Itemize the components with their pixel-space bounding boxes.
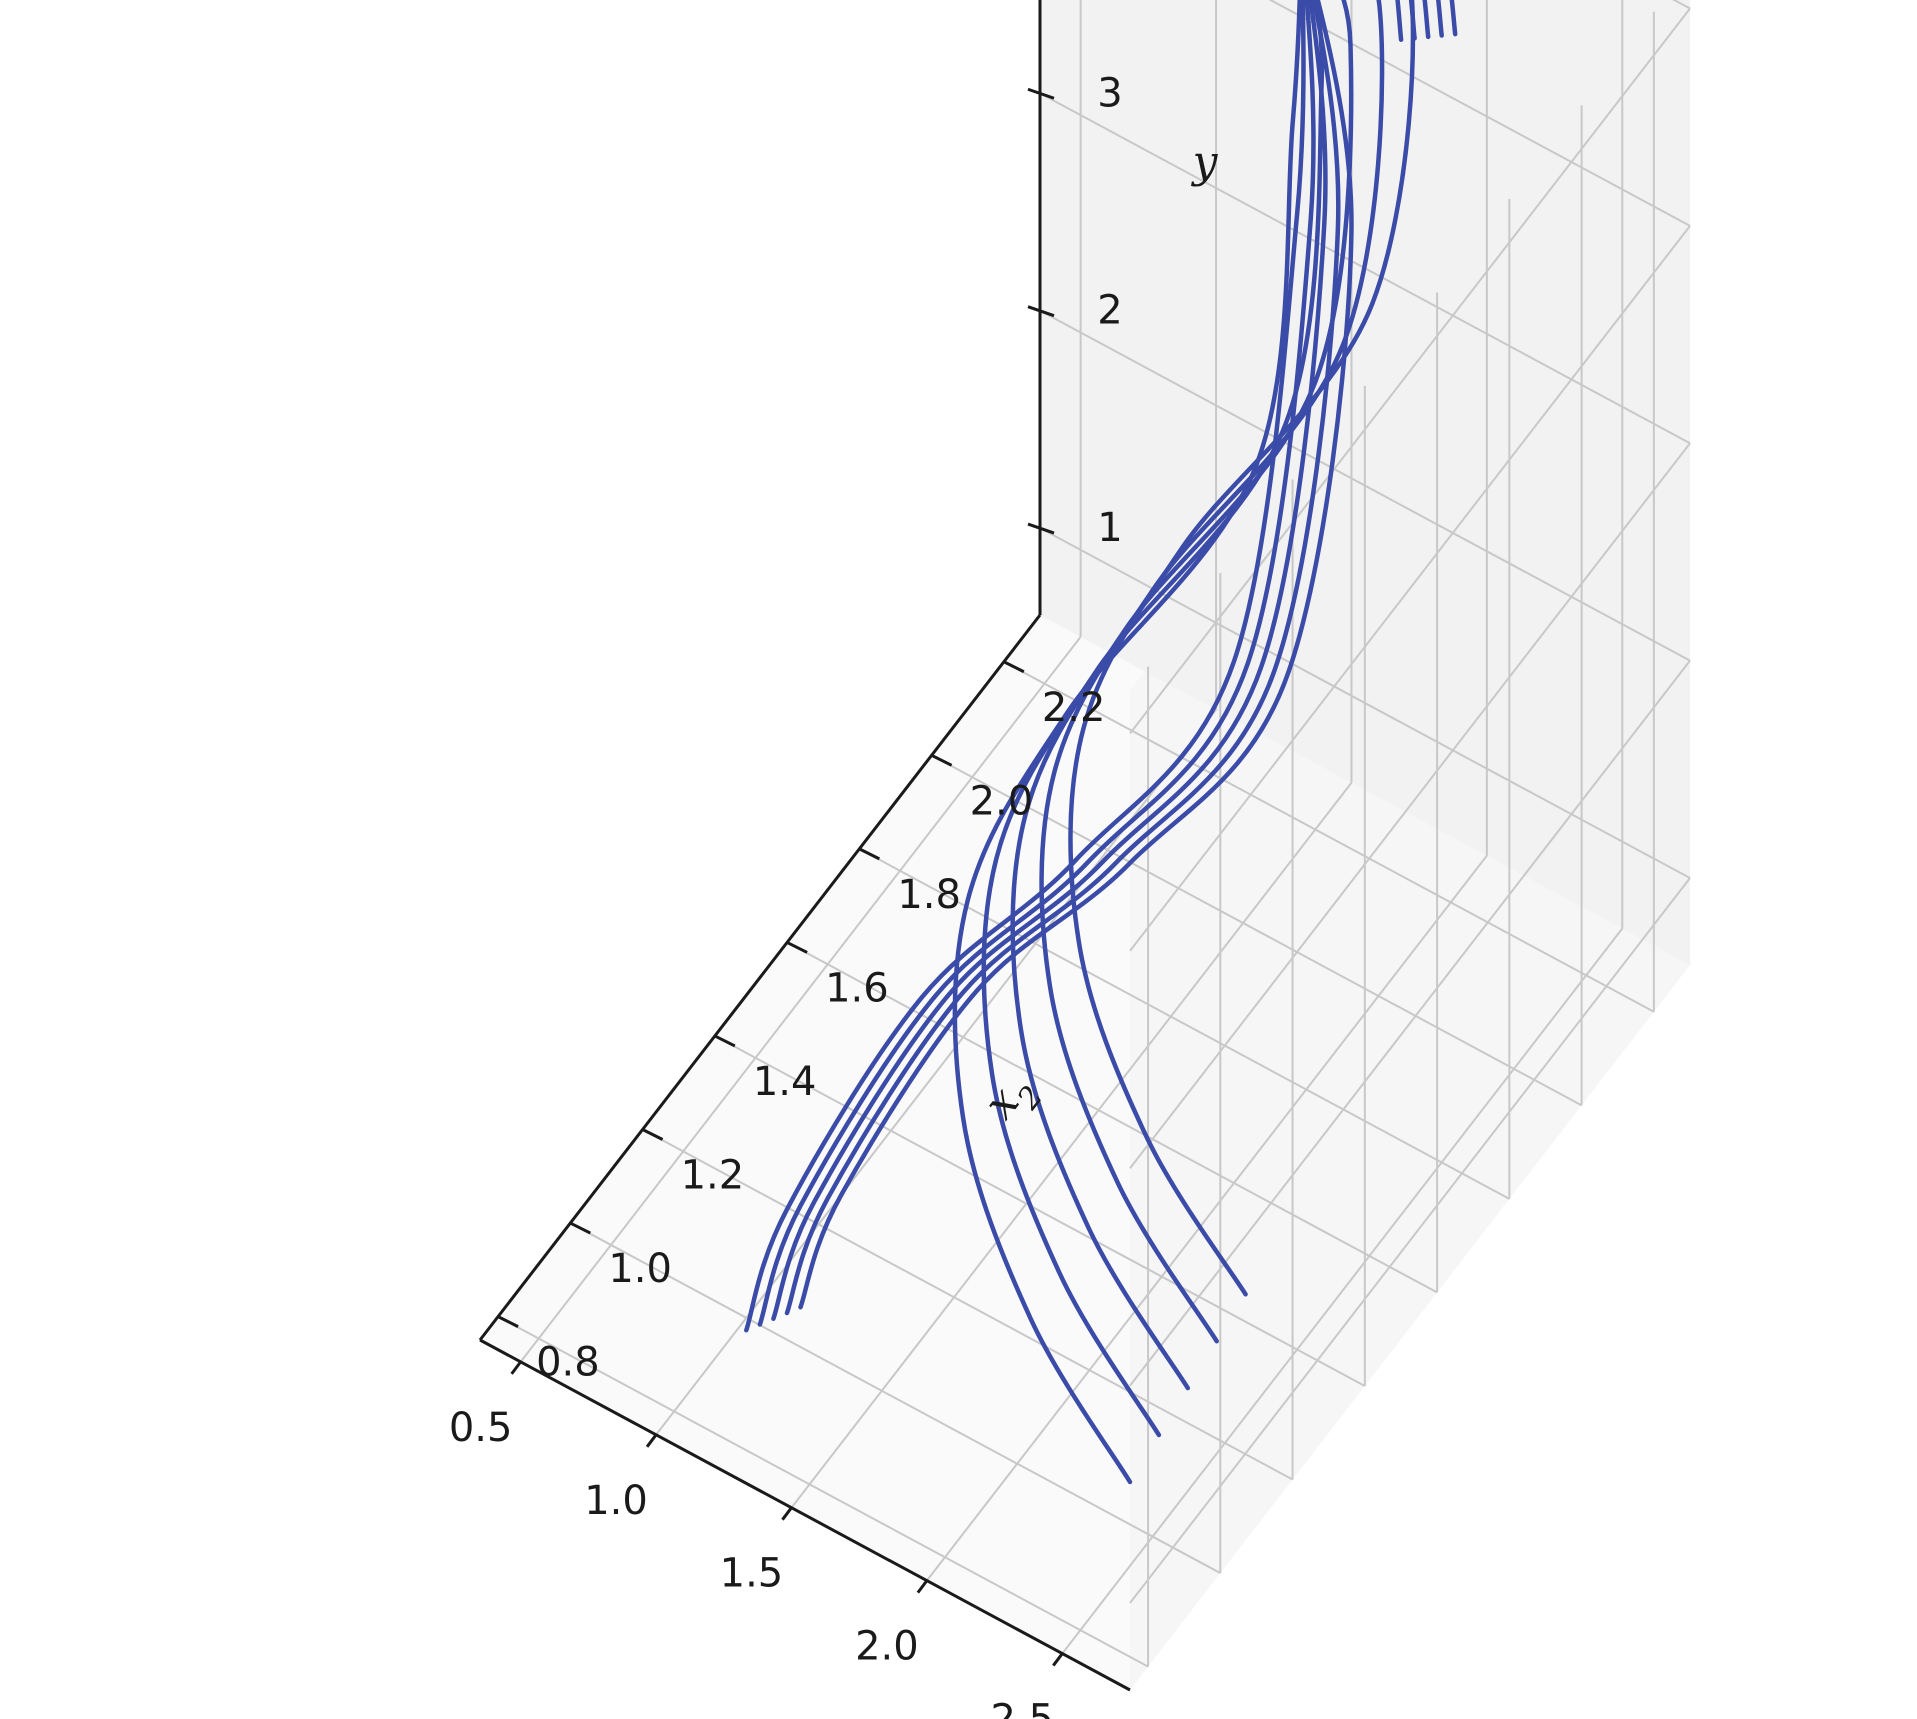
x1-tick-label: 2.5 [990, 1697, 1054, 1719]
trajectory-descent-3 [771, 0, 1328, 1321]
x1-tick [510, 1360, 522, 1375]
x1-tick-label: 2.0 [855, 1624, 919, 1670]
grid-y-side [1129, 7, 1691, 735]
grid-x2-floor [931, 754, 1583, 1107]
tick-labels: 0.5 1.0 1.5 2.0 2.5 0.8 1.0 1.2 1.4 1.6 1.8 2.0 2.2 1… [449, 70, 1219, 1719]
x1-axis-line [479, 1338, 1131, 1692]
x2-tick-label: 1.6 [825, 965, 889, 1011]
x1-tick-label: 1.0 [584, 1478, 648, 1524]
x2-tick [569, 1221, 591, 1235]
x2-tick [858, 847, 881, 861]
x1-tick [916, 1579, 929, 1594]
grid-y-back [1268, 0, 1691, 227]
x2-tick-label: 1.0 [608, 1246, 672, 1292]
trajectories [744, 0, 1458, 1485]
grid-y-side [1129, 225, 1691, 952]
grid-y-back [1039, 309, 1691, 662]
grid-x1-floor [519, 636, 1082, 1363]
grid-x2-floor [569, 1222, 1221, 1574]
x1-tick-label: 0.5 [449, 1405, 513, 1451]
y-tick [1027, 305, 1055, 318]
grid-x1-floor [926, 855, 1488, 1582]
y-tick-label: 1 [1097, 505, 1122, 551]
trajectory-descent-5 [798, 0, 1354, 1310]
axes [478, 0, 1131, 1692]
x2-tick [714, 1034, 736, 1048]
y-tick-label: 3 [1097, 70, 1122, 116]
x2-tick-label: 0.8 [536, 1340, 600, 1386]
x1-tick [1052, 1652, 1064, 1667]
x2-tick [930, 753, 953, 767]
grid-y-side [1129, 877, 1691, 1604]
x2-axis-line [478, 614, 1042, 1341]
grid-y-back [1039, 527, 1691, 879]
x2-tick-label: 2.0 [970, 778, 1034, 824]
trajectory-descent-1 [744, 0, 1306, 1333]
grid-x1-floor [1061, 927, 1624, 1655]
y-axis-label: y [1191, 137, 1219, 188]
x2-tick-label: 1.2 [681, 1153, 745, 1199]
x2-tick-label: 2.2 [1042, 685, 1106, 731]
x2-tick [497, 1315, 519, 1328]
trajectory-descent-4 [784, 0, 1341, 1316]
trajectory-sweep-3 [1010, 0, 1354, 1391]
trajectory-sweep-1 [952, 0, 1302, 1485]
x2-tick [786, 941, 808, 954]
x1-tick [781, 1506, 793, 1521]
grid-x2-floor [1003, 660, 1655, 1013]
x2-tick-label: 1.4 [753, 1059, 817, 1105]
trajectory-sweep-5 [1068, 0, 1416, 1297]
x2-tick [1003, 660, 1025, 674]
x1-tick-label: 1.5 [720, 1551, 784, 1597]
y-tick [1027, 522, 1055, 535]
grid-x1-floor [790, 782, 1353, 1509]
trajectory-descent-2 [757, 0, 1316, 1327]
x2-tick-label: 1.8 [897, 872, 961, 918]
y-tick-label: 2 [1097, 288, 1122, 334]
grid-x2-floor [786, 941, 1438, 1294]
grid-x2-floor [714, 1035, 1366, 1387]
trajectory-sweep-2 [981, 0, 1325, 1438]
x1-tick [645, 1433, 658, 1448]
trajectory-sweep-4 [1039, 0, 1385, 1344]
grid-x2-floor [642, 1128, 1294, 1481]
grid-y-side [1129, 442, 1691, 1169]
x2-tick [641, 1128, 664, 1141]
grid-x2-floor [497, 1315, 1149, 1668]
y-tick [1027, 87, 1055, 100]
